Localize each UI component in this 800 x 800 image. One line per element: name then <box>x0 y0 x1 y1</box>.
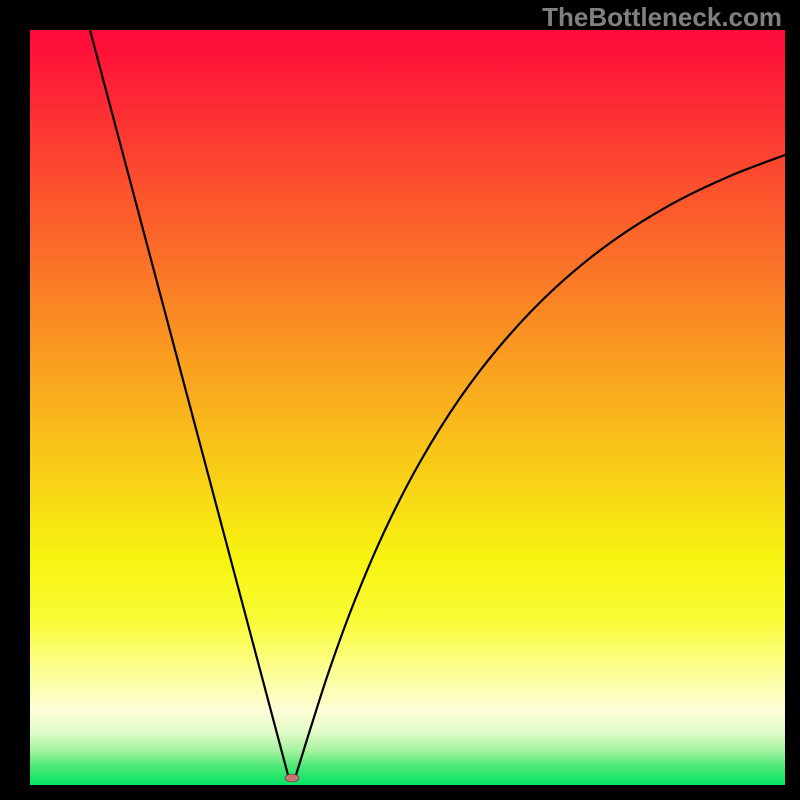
gradient-background <box>30 30 785 785</box>
chart-svg <box>30 30 785 785</box>
watermark-text: TheBottleneck.com <box>542 2 782 33</box>
plot-area <box>30 30 785 785</box>
optimum-marker <box>285 774 299 782</box>
